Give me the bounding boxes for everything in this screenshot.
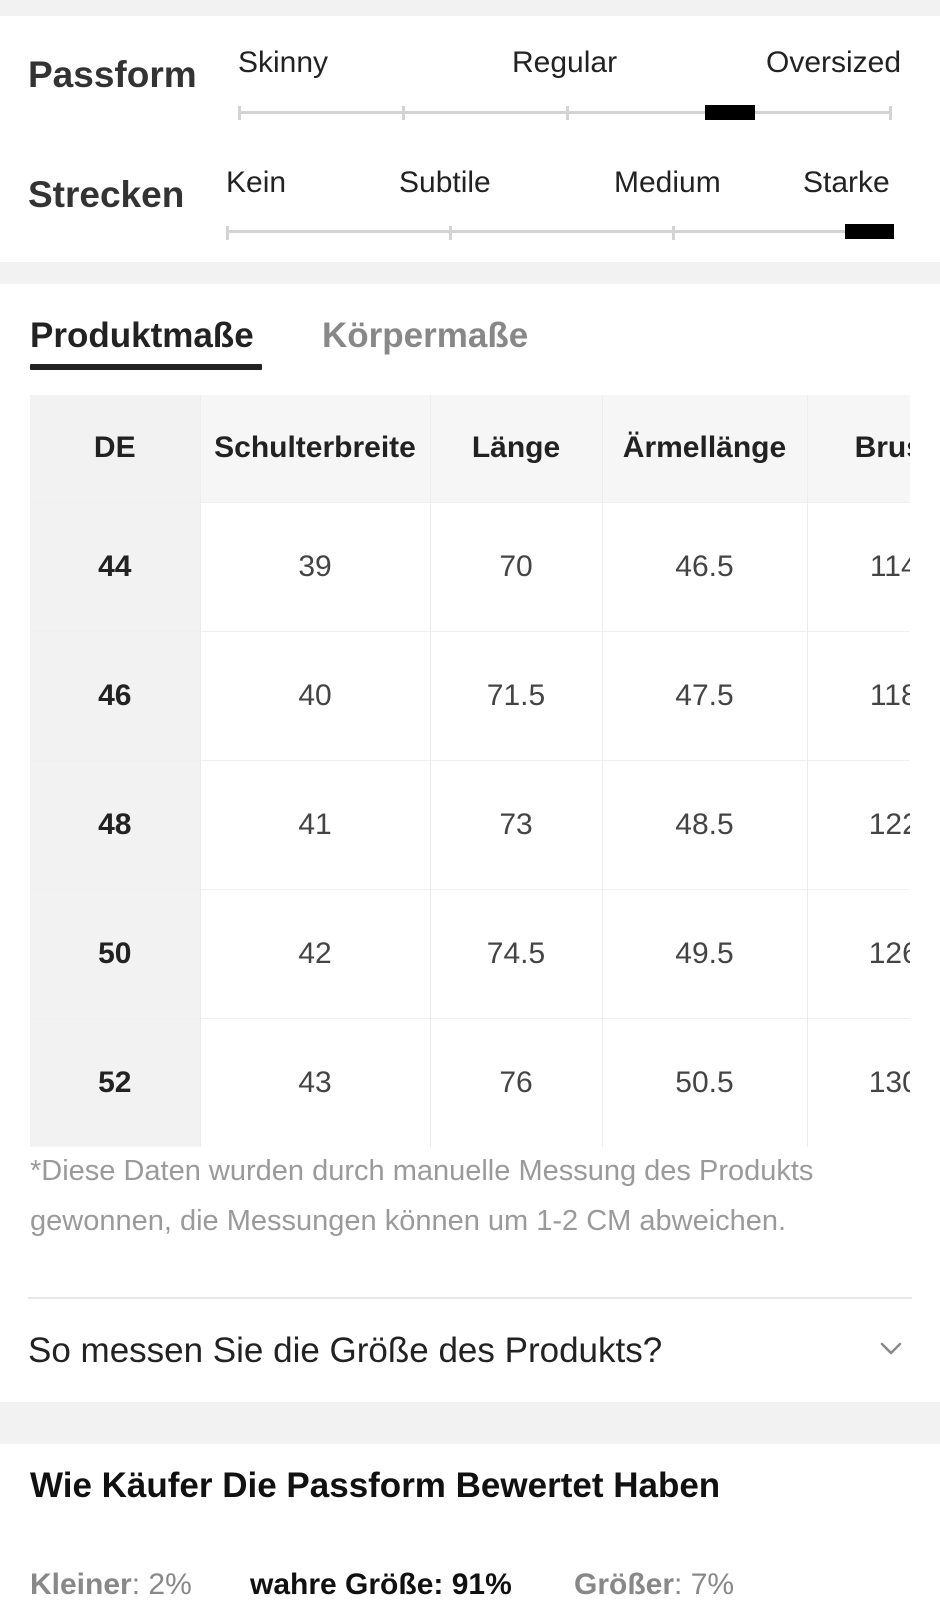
cell-size: 46 — [30, 630, 200, 760]
cell-value: 41 — [199, 759, 430, 889]
header-aermellaenge: Ärmellänge — [601, 395, 807, 502]
table-row: 52 43 76 50.5 130 — [30, 1017, 910, 1147]
cell-value: 42 — [199, 888, 430, 1018]
strecken-track — [227, 230, 893, 233]
tab-koerpermasse[interactable]: Körpermaße — [322, 316, 529, 355]
rating-larger-value: 7% — [690, 1568, 735, 1600]
cell-value: 74.5 — [429, 888, 602, 1018]
strecken-indicator — [845, 224, 894, 239]
cell-size: 50 — [30, 888, 200, 1018]
passform-label-skinny: Skinny — [238, 46, 329, 79]
cell-value: 49.5 — [601, 888, 807, 1018]
table-row: 44 39 70 46.5 114 — [30, 501, 910, 631]
cell-value: 48.5 — [601, 759, 807, 889]
header-schulterbreite: Schulterbreite — [199, 395, 430, 502]
rating-true-size: wahre Größe: 91% — [250, 1568, 512, 1600]
size-card: Produktmaße Körpermaße DE Schulterbreite… — [0, 284, 940, 1402]
tab-produktmasse[interactable]: Produktmaße — [30, 316, 254, 355]
table-header-row: DE Schulterbreite Länge Ärmellänge Brust — [30, 395, 910, 502]
cell-value: 118 — [806, 630, 910, 760]
divider — [28, 1297, 912, 1299]
fit-rating-title: Wie Käufer Die Passform Bewertet Haben — [30, 1466, 721, 1505]
how-to-measure-accordion[interactable]: So messen Sie die Größe des Produkts? — [28, 1299, 912, 1403]
strecken-label-subtile: Subtile — [399, 166, 491, 199]
strecken-tick — [449, 226, 452, 240]
rating-smaller-label: Kleiner — [30, 1568, 132, 1600]
passform-indicator — [705, 105, 755, 120]
table-row: 50 42 74.5 49.5 126 — [30, 888, 910, 1018]
cell-value: 73 — [429, 759, 602, 889]
rating-smaller: Kleiner: 2% — [30, 1568, 192, 1600]
strecken-label-kein: Kein — [226, 166, 287, 199]
table-row: 48 41 73 48.5 122 — [30, 759, 910, 889]
fit-rating-card: Wie Käufer Die Passform Bewertet Haben K… — [0, 1444, 940, 1600]
cell-value: 47.5 — [601, 630, 807, 760]
header-de: DE — [30, 395, 200, 502]
how-to-measure-label: So messen Sie die Größe des Produkts? — [28, 1331, 663, 1370]
cell-value: 71.5 — [429, 630, 602, 760]
passform-tick — [238, 106, 241, 120]
strecken-tick — [226, 226, 229, 240]
cell-size: 52 — [30, 1017, 200, 1147]
passform-title: Passform — [28, 54, 197, 95]
passform-label-regular: Regular — [512, 46, 618, 79]
cell-value: 70 — [429, 501, 602, 631]
cell-value: 39 — [199, 501, 430, 631]
strecken-row: Strecken Kein Subtile Medium Starke — [0, 136, 940, 262]
cell-value: 40 — [199, 630, 430, 760]
passform-tick — [889, 106, 892, 120]
passform-label-oversized: Oversized — [766, 46, 902, 79]
cell-value: 126 — [806, 888, 910, 1018]
rating-larger-label: Größer — [574, 1568, 675, 1600]
passform-row: Passform Skinny Regular Oversized — [0, 16, 940, 136]
cell-value: 114 — [806, 501, 910, 631]
cell-value: 46.5 — [601, 501, 807, 631]
cell-value: 130 — [806, 1017, 910, 1147]
rating-larger: Größer: 7% — [574, 1568, 735, 1600]
strecken-label-medium: Medium — [614, 166, 721, 199]
fit-card: Passform Skinny Regular Oversized Streck… — [0, 16, 940, 262]
chevron-down-icon — [880, 1342, 902, 1355]
strecken-title: Strecken — [28, 174, 185, 215]
strecken-tick — [672, 226, 675, 240]
size-table-scroll[interactable]: DE Schulterbreite Länge Ärmellänge Brust… — [30, 395, 910, 1147]
table-row: 46 40 71.5 47.5 118 — [30, 630, 910, 760]
cell-value: 122 — [806, 759, 910, 889]
cell-value: 76 — [429, 1017, 602, 1147]
header-laenge: Länge — [429, 395, 602, 502]
rating-true-label: wahre Größe — [250, 1568, 434, 1600]
header-brust: Brust — [806, 395, 910, 502]
cell-size: 48 — [30, 759, 200, 889]
cell-value: 50.5 — [601, 1017, 807, 1147]
cell-value: 43 — [199, 1017, 430, 1147]
tab-active-underline — [30, 364, 262, 370]
cell-size: 44 — [30, 501, 200, 631]
rating-smaller-value: 2% — [148, 1568, 192, 1600]
measurement-note: *Diese Daten wurden durch manuelle Messu… — [30, 1155, 814, 1237]
size-table: DE Schulterbreite Länge Ärmellänge Brust… — [30, 395, 910, 1147]
rating-true-value: 91% — [451, 1568, 512, 1600]
passform-tick — [402, 106, 405, 120]
passform-tick — [566, 106, 569, 120]
strecken-label-starke: Starke — [803, 166, 890, 199]
